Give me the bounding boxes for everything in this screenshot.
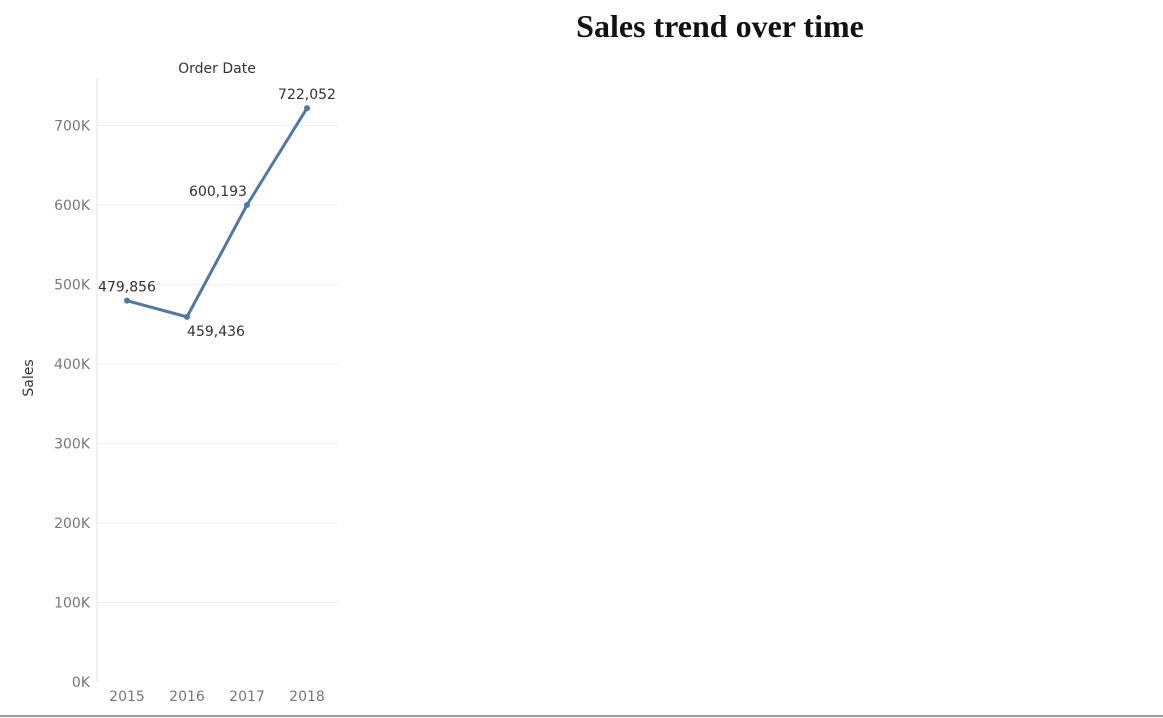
- x-tick-label: 2017: [229, 689, 265, 705]
- y-tick-label: 300K: [54, 437, 91, 453]
- data-label: 479,856: [98, 280, 156, 296]
- y-tick-label: 500K: [54, 278, 91, 294]
- y-tick-label: 200K: [54, 516, 91, 532]
- data-point: [184, 313, 190, 320]
- x-tick-label: 2015: [109, 689, 145, 705]
- data-point: [304, 105, 310, 112]
- y-tick-label: 0K: [72, 675, 91, 691]
- data-labels: 479,856 459,436 600,193 722,052: [98, 87, 336, 340]
- data-label: 600,193: [189, 184, 247, 200]
- y-axis-title: Sales: [21, 359, 37, 396]
- data-label: 459,436: [187, 324, 245, 340]
- y-tick-label: 700K: [54, 119, 91, 135]
- x-axis-title: Order Date: [178, 61, 256, 77]
- data-points: [124, 105, 310, 320]
- x-tick-label: 2016: [169, 689, 205, 705]
- y-axis-ticks: 0K 100K 200K 300K 400K 500K 600K 700K: [54, 119, 91, 691]
- x-axis-ticks: 2015 2016 2017 2018: [109, 689, 325, 705]
- y-tick-label: 600K: [54, 198, 91, 214]
- page-title: Sales trend over time: [576, 8, 864, 44]
- data-point: [244, 202, 250, 209]
- bottom-divider: [0, 715, 1163, 717]
- y-tick-label: 400K: [54, 357, 91, 373]
- x-tick-label: 2018: [289, 689, 325, 705]
- data-point: [124, 297, 130, 304]
- data-label: 722,052: [278, 87, 336, 103]
- series-line-sales: [126, 107, 309, 319]
- y-tick-label: 100K: [54, 596, 91, 612]
